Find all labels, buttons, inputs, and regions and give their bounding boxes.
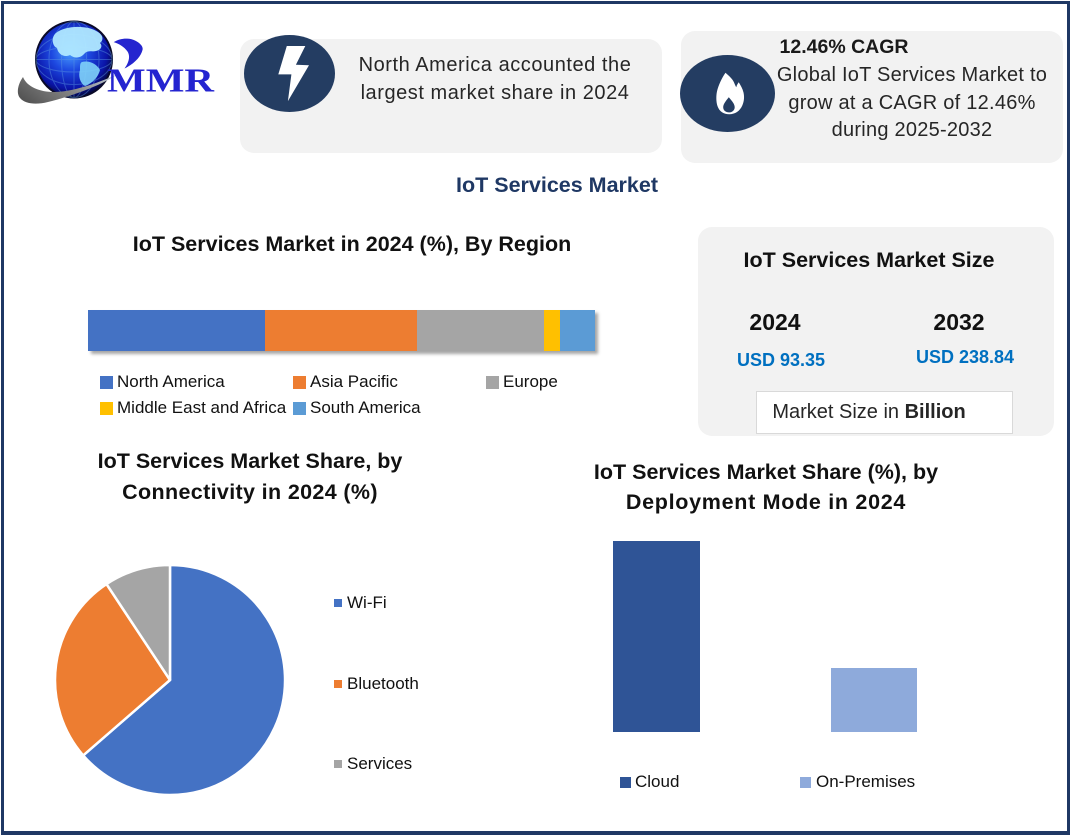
svg-text:MMR: MMR — [107, 63, 215, 100]
